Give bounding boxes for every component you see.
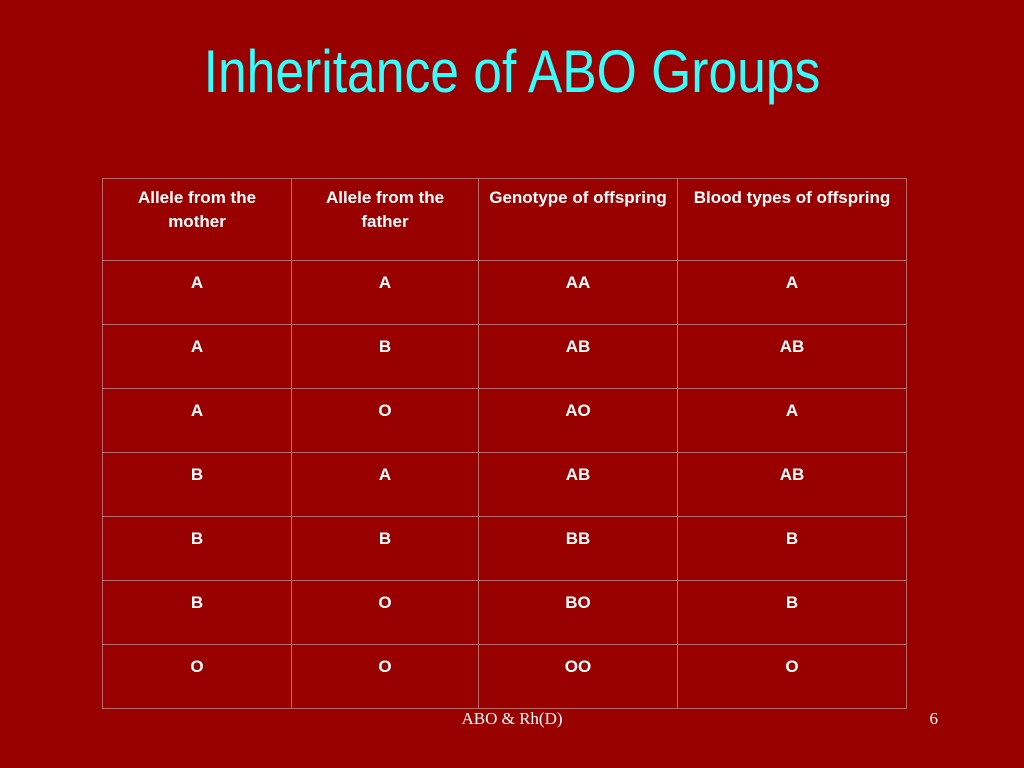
cell-genotype: BB xyxy=(478,516,678,581)
cell-mother: O xyxy=(102,644,292,709)
cell-father: O xyxy=(291,388,479,453)
cell-blood-type: O xyxy=(677,644,907,709)
header-genotype: Genotype of offspring xyxy=(478,178,678,261)
table-row: B B BB B xyxy=(102,516,907,581)
abo-inheritance-table: Allele from the mother Allele from the f… xyxy=(102,178,907,709)
table-row: B O BO B xyxy=(102,580,907,645)
cell-genotype: AO xyxy=(478,388,678,453)
cell-father: B xyxy=(291,516,479,581)
cell-father: O xyxy=(291,580,479,645)
cell-mother: B xyxy=(102,580,292,645)
table-row: A A AA A xyxy=(102,260,907,325)
table-row: B A AB AB xyxy=(102,452,907,517)
cell-mother: A xyxy=(102,388,292,453)
cell-genotype: BO xyxy=(478,580,678,645)
table-row: O O OO O xyxy=(102,644,907,709)
cell-father: A xyxy=(291,452,479,517)
cell-father: B xyxy=(291,324,479,389)
cell-blood-type: A xyxy=(677,260,907,325)
header-blood-type: Blood types of offspring xyxy=(677,178,907,261)
cell-blood-type: B xyxy=(677,516,907,581)
cell-genotype: AA xyxy=(478,260,678,325)
cell-blood-type: B xyxy=(677,580,907,645)
cell-mother: A xyxy=(102,260,292,325)
cell-mother: B xyxy=(102,516,292,581)
cell-blood-type: AB xyxy=(677,452,907,517)
slide-footer: ABO & Rh(D) xyxy=(461,709,563,728)
cell-mother: A xyxy=(102,324,292,389)
table-header-row: Allele from the mother Allele from the f… xyxy=(102,178,907,261)
table-row: A O AO A xyxy=(102,388,907,453)
cell-father: O xyxy=(291,644,479,709)
header-allele-father: Allele from the father xyxy=(291,178,479,261)
cell-father: A xyxy=(291,260,479,325)
cell-mother: B xyxy=(102,452,292,517)
cell-blood-type: AB xyxy=(677,324,907,389)
slide-page-number: 6 xyxy=(929,709,939,728)
table-row: A B AB AB xyxy=(102,324,907,389)
slide-title: Inheritance of ABO Groups xyxy=(203,38,821,105)
header-allele-mother: Allele from the mother xyxy=(102,178,292,261)
cell-genotype: AB xyxy=(478,452,678,517)
cell-genotype: AB xyxy=(478,324,678,389)
cell-genotype: OO xyxy=(478,644,678,709)
cell-blood-type: A xyxy=(677,388,907,453)
